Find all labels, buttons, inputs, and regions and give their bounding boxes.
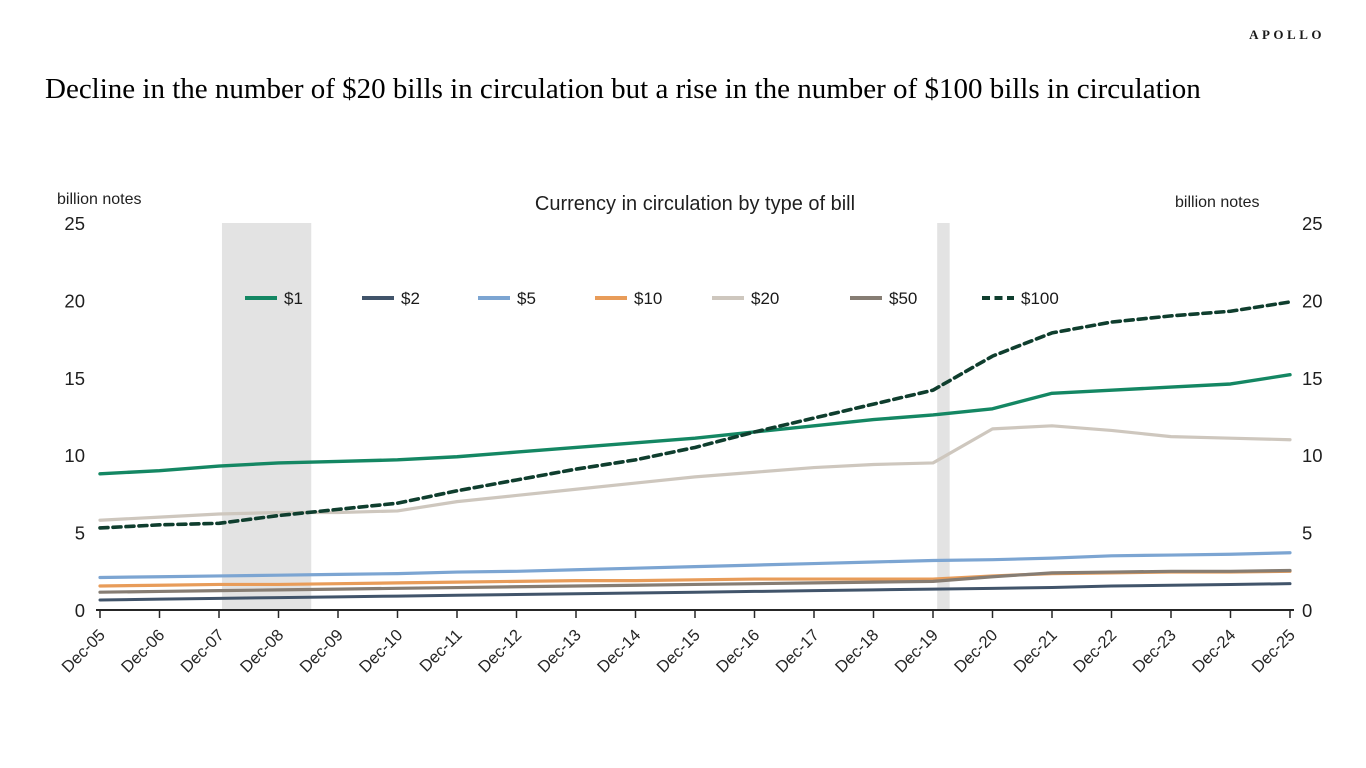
y-axis-label-right: 5 <box>1302 523 1312 544</box>
y-axis-label-right: 10 <box>1302 445 1323 466</box>
series-line-usd50 <box>98 568 1292 594</box>
y-axis-label-right: 20 <box>1302 290 1323 311</box>
recession-band <box>937 223 950 610</box>
legend-label-usd5: $5 <box>517 289 536 308</box>
page-title: Decline in the number of $20 bills in ci… <box>45 73 1201 106</box>
legend-label-usd10: $10 <box>634 289 662 308</box>
y-axis-label-left: 10 <box>64 445 85 466</box>
legend-label-usd100: $100 <box>1021 289 1059 308</box>
y-axis-label-left: 20 <box>64 290 85 311</box>
legend-label-usd20: $20 <box>751 289 779 308</box>
legend-label-usd50: $50 <box>889 289 917 308</box>
x-axis-label: Dec-07 <box>177 626 227 676</box>
y-axis-label-left: 15 <box>64 368 85 389</box>
series-line-usd2 <box>98 582 1292 602</box>
y-axis-label-right: 25 <box>1302 213 1323 234</box>
series-line-usd1 <box>98 373 1292 476</box>
y-axis-label-right: 0 <box>1302 600 1312 621</box>
y-axis-unit-left: billion notes <box>57 191 142 208</box>
x-axis-label: Dec-08 <box>237 626 287 676</box>
x-axis-label: Dec-09 <box>296 626 346 676</box>
x-axis-label: Dec-23 <box>1129 626 1179 676</box>
x-axis-label: Dec-20 <box>951 626 1001 676</box>
x-axis-label: Dec-12 <box>475 626 525 676</box>
brand-logo: APOLLO <box>1249 27 1325 42</box>
x-axis-label: Dec-24 <box>1189 626 1239 676</box>
y-axis-label-left: 5 <box>75 523 85 544</box>
x-axis-label: Dec-06 <box>118 626 168 676</box>
series-line-usd100 <box>98 300 1292 530</box>
x-axis-label: Dec-05 <box>58 626 108 676</box>
x-axis-label: Dec-25 <box>1248 626 1298 676</box>
y-axis-label-right: 15 <box>1302 368 1323 389</box>
y-axis-label-left: 0 <box>75 600 85 621</box>
x-axis-label: Dec-18 <box>832 626 882 676</box>
series-line-usd5 <box>98 551 1292 580</box>
x-axis-label: Dec-22 <box>1070 626 1120 676</box>
x-axis-label: Dec-19 <box>891 626 941 676</box>
legend-label-usd1: $1 <box>284 289 303 308</box>
x-axis-label: Dec-16 <box>713 626 763 676</box>
x-axis-label: Dec-15 <box>653 626 703 676</box>
y-axis-label-left: 25 <box>64 213 85 234</box>
x-axis-label: Dec-14 <box>594 626 644 676</box>
x-axis-label: Dec-10 <box>356 626 406 676</box>
x-axis-label: Dec-21 <box>1010 626 1060 676</box>
x-axis-label: Dec-13 <box>534 626 584 676</box>
legend-label-usd2: $2 <box>401 289 420 308</box>
y-axis-unit-right: billion notes <box>1175 194 1260 211</box>
x-axis-label: Dec-11 <box>416 626 465 675</box>
chart-title: Currency in circulation by type of bill <box>534 193 856 215</box>
recession-band <box>221 223 312 610</box>
x-axis-label: Dec-17 <box>772 626 822 676</box>
